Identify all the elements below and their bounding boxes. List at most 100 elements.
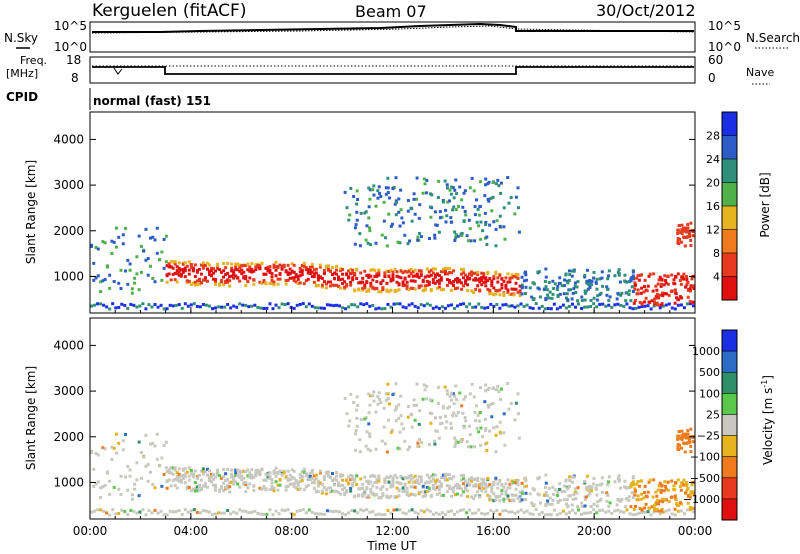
power-cell xyxy=(199,280,203,284)
velocity-cell xyxy=(181,476,185,480)
velocity-cell xyxy=(304,511,308,515)
power-cell xyxy=(395,270,399,274)
velocity-cell xyxy=(395,480,399,484)
velocity-cell xyxy=(159,509,163,513)
power-cell xyxy=(436,195,440,199)
velocity-cell xyxy=(301,508,305,512)
velocity-cell xyxy=(345,412,349,416)
power-cell xyxy=(492,304,496,308)
power-cell xyxy=(620,291,624,295)
velocity-cell xyxy=(351,484,355,488)
power-cell xyxy=(415,274,419,278)
colorbar-segment xyxy=(722,372,737,394)
velocity-cell xyxy=(588,491,592,495)
power-cell xyxy=(552,286,556,290)
power-ytick-label: 2000 xyxy=(53,224,84,238)
power-cell xyxy=(350,303,354,307)
power-cell xyxy=(181,270,185,274)
velocity-cell xyxy=(494,476,498,480)
power-cell xyxy=(418,203,422,207)
velocity-cell xyxy=(555,513,559,517)
velocity-cell xyxy=(191,475,195,479)
velocity-cell xyxy=(474,493,478,497)
velocity-cell xyxy=(488,495,492,499)
power-cell xyxy=(398,241,402,245)
velocity-cell xyxy=(308,478,312,482)
velocity-cell xyxy=(371,492,375,496)
power-cell xyxy=(220,279,224,283)
power-cell xyxy=(421,288,425,292)
power-cell xyxy=(454,287,458,291)
velocity-cell xyxy=(164,466,168,470)
power-cell xyxy=(570,274,574,278)
power-cell xyxy=(474,305,478,309)
velocity-cell xyxy=(320,482,324,486)
colorbar-tick-label: 100 xyxy=(699,387,720,400)
power-cell xyxy=(676,236,680,240)
power-cell xyxy=(169,265,173,269)
velocity-cell xyxy=(236,474,240,478)
velocity-cell xyxy=(652,510,656,514)
velocity-cell xyxy=(389,474,393,478)
velocity-cell xyxy=(592,502,596,506)
power-cell xyxy=(401,281,405,285)
power-cell xyxy=(488,292,492,296)
power-cell xyxy=(433,267,437,271)
velocity-cell xyxy=(637,484,641,488)
velocity-cell xyxy=(428,509,432,513)
velocity-cell xyxy=(218,488,222,492)
power-cell xyxy=(284,282,288,286)
velocity-cell xyxy=(232,479,236,483)
power-cell xyxy=(412,197,416,201)
power-cell xyxy=(94,245,98,249)
velocity-cell xyxy=(193,489,197,493)
power-cell xyxy=(410,302,414,306)
velocity-cell xyxy=(337,490,341,494)
power-cell xyxy=(548,290,552,294)
beam-title: Beam 07 xyxy=(355,2,427,21)
velocity-cell xyxy=(558,482,562,486)
colorbar-frame xyxy=(721,329,738,521)
velocity-cell xyxy=(266,473,270,477)
velocity-cell xyxy=(387,480,391,484)
power-cell xyxy=(316,306,320,310)
velocity-cell xyxy=(220,476,224,480)
power-cell xyxy=(228,279,232,283)
velocity-ytick-label: 2000 xyxy=(53,430,84,444)
velocity-cell xyxy=(90,510,93,514)
velocity-cell xyxy=(373,480,377,484)
power-cell xyxy=(345,206,349,210)
power-cell xyxy=(133,276,137,280)
power-cell xyxy=(557,281,561,285)
velocity-cell xyxy=(510,493,514,497)
velocity-cell xyxy=(664,509,668,513)
velocity-cell xyxy=(601,490,605,494)
velocity-cell xyxy=(256,469,260,473)
velocity-cell xyxy=(385,495,389,499)
power-cell xyxy=(419,273,423,277)
velocity-cell xyxy=(550,502,554,506)
power-cell xyxy=(139,244,143,248)
power-cell xyxy=(508,276,512,280)
power-cell xyxy=(674,275,678,279)
power-cell xyxy=(363,283,367,287)
velocity-cell xyxy=(230,468,234,472)
power-cell xyxy=(452,196,456,200)
velocity-cell xyxy=(234,471,238,475)
velocity-cell xyxy=(460,440,464,444)
power-cell xyxy=(191,281,195,285)
velocity-cell xyxy=(270,487,274,491)
velocity-cell xyxy=(405,476,409,480)
velocity-cell xyxy=(284,488,288,492)
velocity-cell xyxy=(228,485,232,489)
freq-right-label: Nave xyxy=(746,66,774,79)
power-cell xyxy=(271,307,275,311)
velocity-cell xyxy=(494,495,498,499)
power-cell xyxy=(465,234,469,238)
power-cell xyxy=(369,243,373,247)
power-cell xyxy=(326,280,330,284)
power-cell xyxy=(567,288,571,292)
power-cell xyxy=(441,287,445,291)
velocity-cell xyxy=(664,487,668,491)
velocity-cell xyxy=(648,506,652,510)
